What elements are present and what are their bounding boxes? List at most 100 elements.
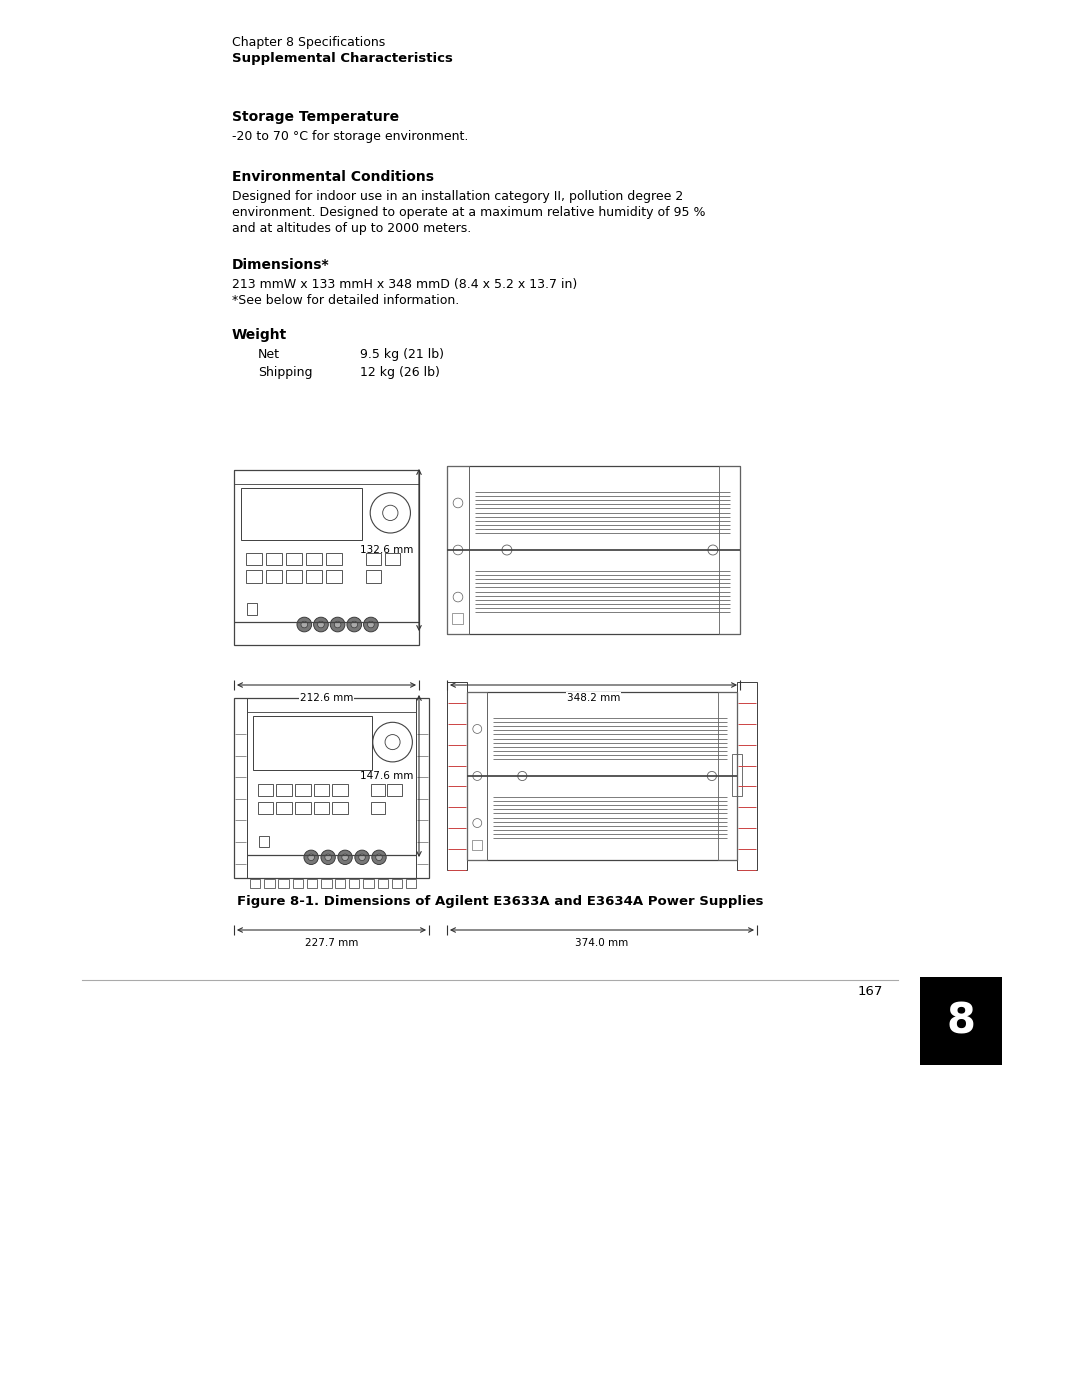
Bar — [349, 879, 360, 888]
Text: 212.6 mm: 212.6 mm — [300, 693, 353, 703]
Bar — [234, 469, 419, 645]
Text: -20 to 70 °C for storage environment.: -20 to 70 °C for storage environment. — [232, 130, 469, 142]
Text: 167: 167 — [858, 985, 883, 997]
Circle shape — [308, 854, 314, 861]
Bar — [258, 837, 269, 848]
Bar — [246, 553, 262, 566]
Text: and at altitudes of up to 2000 meters.: and at altitudes of up to 2000 meters. — [232, 222, 471, 235]
Circle shape — [330, 617, 345, 631]
Bar — [335, 879, 346, 888]
Bar — [306, 553, 322, 566]
Circle shape — [364, 617, 378, 631]
Text: Supplemental Characteristics: Supplemental Characteristics — [232, 52, 453, 66]
Bar — [286, 570, 302, 583]
Text: 9.5 kg (21 lb): 9.5 kg (21 lb) — [360, 348, 444, 360]
Circle shape — [335, 622, 341, 627]
Circle shape — [303, 851, 319, 865]
Bar — [306, 570, 322, 583]
Bar — [472, 840, 483, 849]
Bar — [453, 613, 463, 624]
Bar — [265, 879, 274, 888]
Circle shape — [376, 854, 382, 861]
Circle shape — [297, 617, 312, 631]
Bar — [468, 692, 737, 861]
Bar — [406, 879, 417, 888]
Bar — [313, 802, 329, 814]
Text: Weight: Weight — [232, 328, 287, 342]
Bar — [363, 879, 374, 888]
Bar — [295, 802, 311, 814]
Bar — [279, 879, 288, 888]
Circle shape — [313, 617, 328, 631]
Bar — [366, 553, 381, 566]
Circle shape — [351, 622, 357, 627]
Bar — [293, 879, 303, 888]
Bar — [266, 553, 282, 566]
Text: Figure 8-1. Dimensions of Agilent E3633A and E3634A Power Supplies: Figure 8-1. Dimensions of Agilent E3633A… — [237, 895, 764, 908]
Circle shape — [301, 622, 308, 627]
Text: Chapter 8 Specifications: Chapter 8 Specifications — [232, 36, 386, 49]
Bar — [333, 784, 348, 796]
Bar — [333, 802, 348, 814]
Bar — [234, 469, 419, 483]
Bar — [254, 717, 373, 770]
Text: 132.6 mm: 132.6 mm — [360, 545, 413, 555]
Circle shape — [342, 854, 349, 861]
Bar — [266, 570, 282, 583]
Bar — [718, 692, 737, 861]
Circle shape — [338, 851, 352, 865]
Bar — [246, 570, 262, 583]
Text: Dimensions*: Dimensions* — [232, 258, 329, 272]
Text: 213 mmW x 133 mmH x 348 mmD (8.4 x 5.2 x 13.7 in): 213 mmW x 133 mmH x 348 mmD (8.4 x 5.2 x… — [232, 278, 577, 291]
Bar — [326, 570, 342, 583]
Text: Storage Temperature: Storage Temperature — [232, 110, 400, 124]
Bar — [370, 802, 386, 814]
Text: Shipping: Shipping — [258, 366, 312, 379]
Bar — [920, 977, 1002, 1065]
Bar — [370, 784, 386, 796]
Circle shape — [325, 854, 332, 861]
Circle shape — [372, 851, 387, 865]
Circle shape — [318, 622, 324, 627]
Text: 12 kg (26 lb): 12 kg (26 lb) — [360, 366, 440, 379]
Circle shape — [321, 851, 335, 865]
Bar — [276, 784, 292, 796]
Bar — [313, 784, 329, 796]
Bar — [258, 802, 273, 814]
Bar — [276, 802, 292, 814]
Bar — [392, 879, 402, 888]
Circle shape — [355, 851, 369, 865]
Text: Environmental Conditions: Environmental Conditions — [232, 170, 434, 184]
Bar — [326, 553, 342, 566]
Text: *See below for detailed information.: *See below for detailed information. — [232, 293, 459, 307]
Bar — [307, 879, 318, 888]
Bar — [468, 692, 487, 861]
Bar — [258, 784, 273, 796]
Bar — [286, 553, 302, 566]
Bar — [719, 467, 740, 634]
Circle shape — [367, 622, 374, 627]
Circle shape — [359, 854, 365, 861]
Bar — [388, 784, 402, 796]
Bar — [447, 467, 469, 634]
Text: 374.0 mm: 374.0 mm — [576, 937, 629, 949]
Bar — [246, 698, 416, 712]
Bar — [321, 879, 332, 888]
Text: Designed for indoor use in an installation category II, pollution degree 2: Designed for indoor use in an installati… — [232, 190, 684, 203]
Bar — [246, 604, 257, 615]
Bar — [384, 553, 400, 566]
Text: 348.2 mm: 348.2 mm — [567, 693, 620, 703]
Bar — [737, 682, 757, 870]
Bar — [366, 570, 381, 583]
Bar — [447, 467, 740, 634]
Text: environment. Designed to operate at a maximum relative humidity of 95 %: environment. Designed to operate at a ma… — [232, 205, 705, 219]
Text: Net: Net — [258, 348, 280, 360]
Bar — [242, 488, 362, 541]
Bar — [378, 879, 388, 888]
Bar — [234, 698, 429, 877]
Bar — [447, 682, 468, 870]
Circle shape — [347, 617, 362, 631]
Bar — [251, 879, 260, 888]
Text: 227.7 mm: 227.7 mm — [305, 937, 359, 949]
Text: 147.6 mm: 147.6 mm — [360, 771, 413, 781]
